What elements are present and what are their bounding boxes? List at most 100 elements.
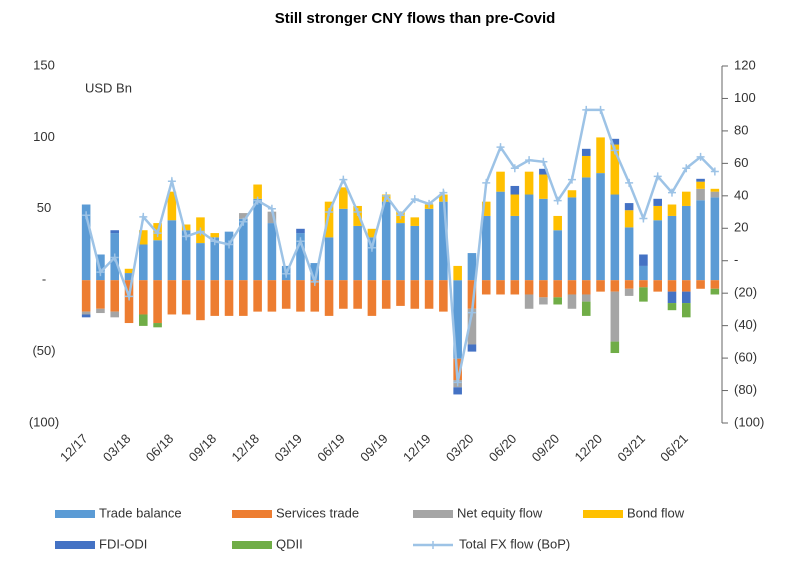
y2-tick-label: 20 bbox=[734, 220, 748, 235]
bar bbox=[681, 205, 691, 281]
bar bbox=[624, 210, 634, 228]
bar bbox=[553, 297, 562, 305]
bar bbox=[210, 280, 220, 316]
bar bbox=[639, 254, 648, 266]
bar bbox=[639, 280, 648, 288]
line-marker bbox=[196, 227, 205, 236]
bar bbox=[581, 280, 591, 295]
bar bbox=[367, 237, 377, 281]
line-marker bbox=[639, 214, 648, 223]
legend-label: Net equity flow bbox=[457, 505, 543, 520]
bar bbox=[710, 197, 720, 281]
line-marker bbox=[182, 232, 191, 241]
line-marker bbox=[325, 208, 334, 217]
bar bbox=[539, 297, 548, 305]
bar bbox=[567, 197, 577, 281]
bar bbox=[310, 263, 320, 281]
bar bbox=[510, 280, 520, 295]
bar bbox=[167, 220, 177, 281]
bar bbox=[481, 201, 491, 216]
x-tick-label: 03/20 bbox=[443, 431, 477, 465]
legend-swatch-marker bbox=[429, 541, 437, 549]
line-marker bbox=[367, 243, 376, 252]
legend-swatch bbox=[55, 541, 95, 549]
bar bbox=[581, 148, 591, 156]
bar bbox=[424, 280, 434, 309]
bar bbox=[481, 215, 491, 281]
bar bbox=[381, 201, 391, 281]
bar bbox=[496, 280, 505, 295]
line-marker bbox=[510, 164, 519, 173]
bar bbox=[581, 301, 591, 316]
bar bbox=[339, 208, 348, 281]
line-marker bbox=[453, 378, 462, 387]
bar bbox=[510, 194, 520, 216]
line-marker bbox=[282, 269, 291, 278]
line-marker bbox=[153, 229, 162, 238]
bar bbox=[353, 225, 362, 281]
line-marker bbox=[496, 143, 505, 152]
line-marker bbox=[296, 237, 305, 246]
line-marker bbox=[139, 212, 148, 221]
y-tick-label: 50 bbox=[37, 200, 51, 215]
bar bbox=[610, 138, 620, 145]
x-tick-label: 09/20 bbox=[529, 431, 563, 465]
bar bbox=[524, 194, 534, 281]
bar bbox=[610, 291, 620, 342]
bar bbox=[496, 171, 505, 192]
bar bbox=[453, 280, 462, 359]
bar bbox=[339, 187, 348, 209]
bar bbox=[581, 294, 591, 302]
legend-label: Total FX flow (BoP) bbox=[459, 536, 570, 551]
x-tick-label: 12/18 bbox=[229, 431, 263, 465]
x-tick-label: 03/21 bbox=[614, 431, 648, 465]
bar bbox=[596, 137, 605, 174]
bar bbox=[696, 188, 705, 201]
bar bbox=[696, 200, 705, 281]
bar bbox=[467, 280, 477, 309]
y2-tick-label: 120 bbox=[734, 57, 756, 72]
bar bbox=[367, 280, 377, 316]
legend-label: QDII bbox=[276, 536, 303, 551]
bar bbox=[467, 308, 477, 345]
bar bbox=[239, 280, 248, 316]
bar bbox=[610, 144, 620, 195]
bar bbox=[153, 323, 162, 328]
bar bbox=[539, 198, 548, 281]
bar bbox=[139, 314, 148, 326]
bar bbox=[296, 233, 305, 281]
bar bbox=[710, 188, 720, 192]
line-marker bbox=[582, 105, 591, 114]
y-axis-label: USD Bn bbox=[85, 80, 132, 95]
line-marker bbox=[253, 196, 262, 205]
bar bbox=[553, 280, 562, 298]
line-marker bbox=[396, 211, 405, 220]
y-tick-label: 100 bbox=[33, 129, 55, 144]
bar bbox=[153, 280, 162, 324]
bar bbox=[96, 280, 105, 309]
bar bbox=[139, 244, 148, 281]
x-tick-label: 06/20 bbox=[486, 431, 520, 465]
line-marker bbox=[710, 167, 719, 176]
line-marker bbox=[553, 196, 562, 205]
bar bbox=[167, 191, 177, 221]
line-marker bbox=[110, 253, 119, 262]
bar bbox=[496, 191, 505, 281]
y2-tick-label: (100) bbox=[734, 414, 764, 429]
bar bbox=[181, 224, 191, 231]
line-marker bbox=[525, 156, 534, 165]
bar bbox=[124, 273, 134, 281]
bar bbox=[581, 177, 591, 281]
y-tick-label: - bbox=[42, 272, 46, 287]
x-tick-label: 06/21 bbox=[657, 431, 691, 465]
bar bbox=[510, 215, 520, 281]
y2-tick-label: 80 bbox=[734, 122, 748, 137]
x-tick-label: 12/20 bbox=[571, 431, 605, 465]
bar bbox=[110, 230, 120, 234]
legend-label: Bond flow bbox=[627, 505, 685, 520]
bar bbox=[239, 218, 248, 281]
line-marker bbox=[539, 157, 548, 166]
bar bbox=[653, 280, 662, 292]
legend-label: Services trade bbox=[276, 505, 359, 520]
line-marker bbox=[167, 177, 176, 186]
